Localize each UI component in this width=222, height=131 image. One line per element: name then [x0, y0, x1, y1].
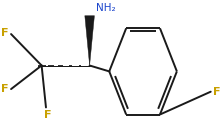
Polygon shape [85, 16, 94, 66]
Text: F: F [44, 110, 52, 120]
Text: NH₂: NH₂ [96, 3, 116, 13]
Text: F: F [1, 28, 9, 38]
Text: F: F [213, 87, 220, 97]
Text: F: F [1, 84, 9, 94]
